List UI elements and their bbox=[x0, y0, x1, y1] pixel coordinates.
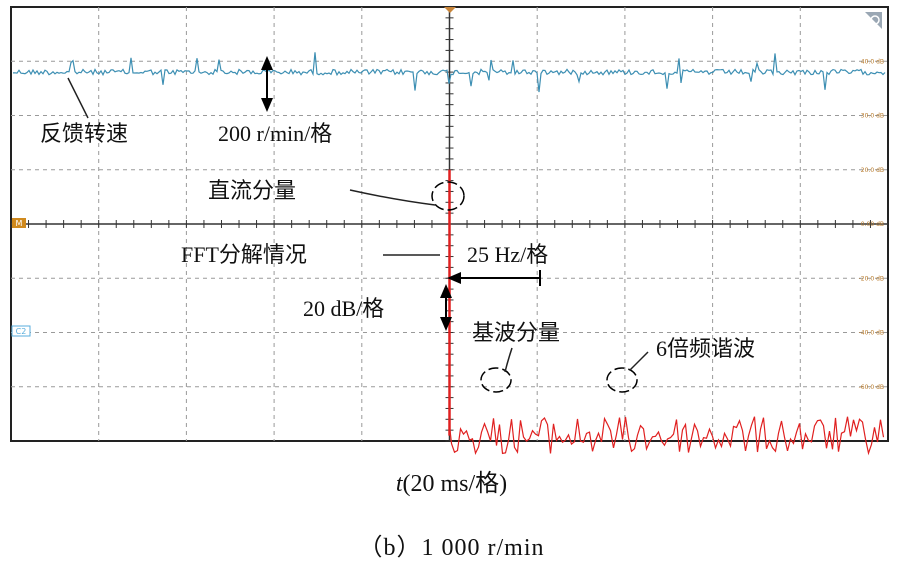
grid bbox=[10, 6, 889, 442]
dc-component-label: 直流分量 bbox=[208, 178, 296, 203]
db-scale-arrowhead-down bbox=[440, 317, 452, 331]
right-scale-label: 30.0 dB bbox=[861, 113, 884, 120]
dc-component-leader bbox=[349, 189, 436, 206]
zoom-lens-icon bbox=[870, 15, 880, 25]
right-scale: 40.0 dB 30.0 dB 20.0 dB 0.00 dB -20.0 dB -40.… bbox=[859, 58, 884, 391]
x-axis-symbol: t bbox=[395, 471, 403, 497]
right-scale-label: 40.0 dB bbox=[861, 58, 884, 65]
harmonic-circle bbox=[606, 367, 638, 393]
harmonic-leader bbox=[629, 351, 649, 371]
fundamental-label: 基波分量 bbox=[472, 320, 560, 345]
fundamental-circle bbox=[480, 367, 512, 393]
fft-label: FFT分解情况 bbox=[181, 242, 307, 267]
speed-label-leader bbox=[67, 77, 89, 119]
freq-scale-arrowhead-left bbox=[447, 272, 461, 284]
fundamental-leader bbox=[504, 347, 513, 373]
right-scale-label: 20.0 dB bbox=[861, 167, 884, 174]
right-scale-label: -60.0 dB bbox=[859, 384, 884, 391]
speed-label: 反馈转速 bbox=[40, 121, 128, 146]
trigger-marker bbox=[444, 7, 456, 13]
series-fft-trace bbox=[448, 169, 885, 456]
subfigure-caption: （b）1 000 r/min bbox=[358, 535, 545, 561]
db-scale-arrowhead-up bbox=[440, 284, 452, 298]
ch2-channel-marker-label: C2 bbox=[16, 327, 27, 336]
series-speed-trace bbox=[12, 52, 886, 93]
harmonic-label: 6倍频谐波 bbox=[656, 336, 755, 361]
x-axis-label: t(20 ms/格) bbox=[0, 463, 903, 498]
db-scale-label: 20 dB/格 bbox=[303, 296, 384, 321]
math-channel-marker-label: M bbox=[16, 219, 23, 228]
speed-scale-arrowhead-up bbox=[261, 56, 273, 70]
ch2-channel-marker bbox=[11, 325, 31, 337]
dc-component-circle bbox=[431, 181, 465, 211]
x-axis-unit: (20 ms/格) bbox=[402, 471, 508, 497]
speed-scale-arrowhead-down bbox=[261, 98, 273, 112]
speed-scale-label: 200 r/min/格 bbox=[218, 121, 332, 146]
right-scale-label: -40.0 dB bbox=[859, 330, 884, 337]
right-scale-label: -20.0 dB bbox=[859, 275, 884, 282]
right-scale-label: 0.00 dB bbox=[861, 221, 884, 228]
series-layer bbox=[12, 52, 886, 456]
freq-scale-label: 25 Hz/格 bbox=[467, 242, 548, 267]
math-channel-marker bbox=[12, 218, 26, 228]
oscilloscope-plot: 40.0 dB 30.0 dB 20.0 dB 0.00 dB -20.0 dB -40.… bbox=[10, 6, 889, 456]
